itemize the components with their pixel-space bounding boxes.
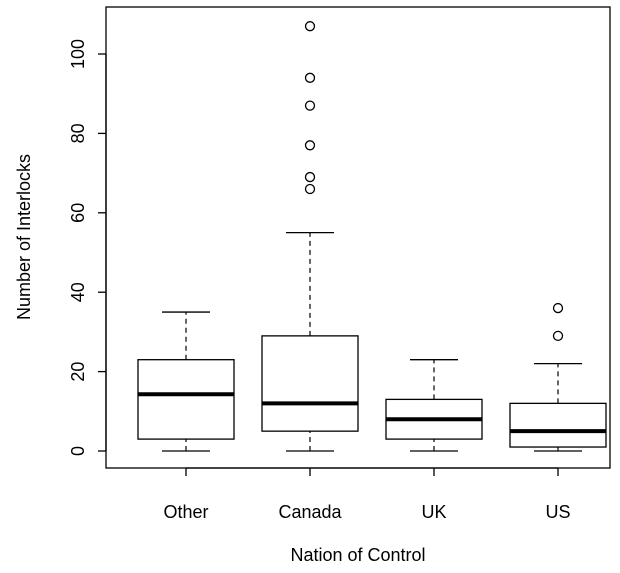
outlier-point bbox=[304, 72, 316, 83]
y-tick-label: 20 bbox=[68, 362, 88, 382]
y-tick-label: 80 bbox=[68, 123, 88, 143]
box-us bbox=[509, 302, 607, 452]
outlier-point bbox=[304, 100, 316, 111]
outlier-point bbox=[552, 302, 564, 314]
outlier-point bbox=[304, 140, 316, 151]
box-other bbox=[137, 311, 235, 452]
iqr-box bbox=[261, 335, 359, 432]
y-tick-label: 100 bbox=[68, 39, 88, 69]
x-tick-label: Other bbox=[163, 502, 208, 522]
outlier-point bbox=[304, 21, 316, 32]
x-axis-title: Nation of Control bbox=[290, 545, 425, 565]
y-axis-title: Number of Interlocks bbox=[14, 154, 34, 320]
outlier-point bbox=[304, 183, 316, 195]
y-tick-label: 40 bbox=[68, 282, 88, 302]
outlier-point bbox=[304, 171, 316, 183]
iqr-box bbox=[509, 402, 607, 448]
iqr-box bbox=[137, 359, 235, 440]
y-tick-label: 0 bbox=[68, 446, 88, 456]
x-tick-label: US bbox=[545, 502, 570, 522]
x-tick-label: UK bbox=[421, 502, 446, 522]
x-axis: Other Canada UK US bbox=[163, 467, 571, 522]
boxes bbox=[137, 21, 607, 452]
box-uk bbox=[385, 359, 483, 452]
box-canada bbox=[261, 21, 359, 452]
x-tick-label: Canada bbox=[278, 502, 342, 522]
y-tick-label: 60 bbox=[68, 203, 88, 223]
outlier-point bbox=[552, 330, 564, 342]
y-axis: 0 20 40 60 80 100 bbox=[68, 39, 107, 456]
